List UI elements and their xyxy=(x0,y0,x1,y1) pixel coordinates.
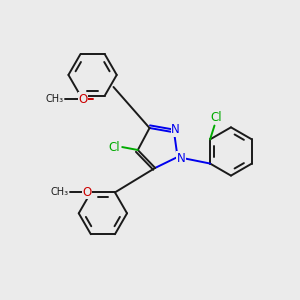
Text: CH₃: CH₃ xyxy=(51,188,69,197)
Text: N: N xyxy=(171,124,180,136)
Text: methoxy: methoxy xyxy=(74,98,80,99)
Text: O: O xyxy=(78,93,88,106)
Text: Cl: Cl xyxy=(109,141,120,154)
Text: CH₃: CH₃ xyxy=(45,94,63,104)
Text: O: O xyxy=(83,186,92,199)
Text: Cl: Cl xyxy=(210,111,222,124)
Text: N: N xyxy=(177,152,185,165)
